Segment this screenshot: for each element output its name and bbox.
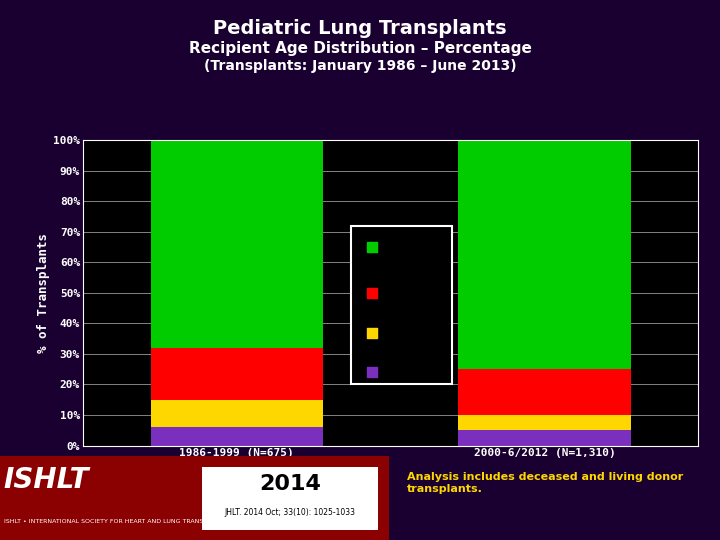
Bar bbox=[150, 348, 323, 400]
Bar bbox=[459, 369, 631, 415]
Text: Pediatric Lung Transplants: Pediatric Lung Transplants bbox=[213, 19, 507, 38]
Text: Recipient Age Distribution – Percentage: Recipient Age Distribution – Percentage bbox=[189, 40, 531, 56]
Text: Analysis includes deceased and living donor
transplants.: Analysis includes deceased and living do… bbox=[407, 472, 683, 494]
Text: ISHLT: ISHLT bbox=[4, 465, 89, 494]
Point bbox=[366, 368, 378, 376]
Bar bbox=[150, 427, 323, 446]
Y-axis label: % of Transplants: % of Transplants bbox=[37, 233, 50, 353]
Text: 2014: 2014 bbox=[259, 475, 320, 495]
Bar bbox=[150, 140, 323, 348]
Bar bbox=[150, 400, 323, 427]
Text: (Transplants: January 1986 – June 2013): (Transplants: January 1986 – June 2013) bbox=[204, 59, 516, 73]
Bar bbox=[459, 140, 631, 369]
Bar bbox=[351, 226, 452, 384]
Bar bbox=[459, 415, 631, 430]
Point bbox=[366, 243, 378, 252]
Point bbox=[366, 288, 378, 297]
Bar bbox=[459, 430, 631, 445]
Text: ISHLT • INTERNATIONAL SOCIETY FOR HEART AND LUNG TRANSPLANTATION: ISHLT • INTERNATIONAL SOCIETY FOR HEART … bbox=[4, 519, 242, 524]
Point bbox=[366, 328, 378, 337]
Text: JHLT. 2014 Oct; 33(10): 1025-1033: JHLT. 2014 Oct; 33(10): 1025-1033 bbox=[225, 508, 355, 517]
